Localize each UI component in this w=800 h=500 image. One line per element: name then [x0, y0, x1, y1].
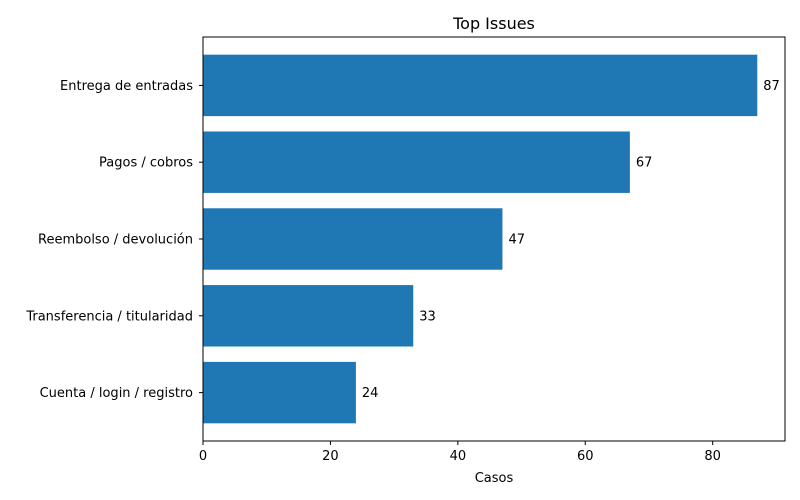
x-tick-label: 20 [322, 449, 339, 464]
y-axis: Entrega de entradas Pagos / cobros Reembol… [25, 79, 203, 401]
bar [203, 131, 630, 193]
chart-title: Top Issues [452, 14, 535, 33]
value-labels-group: 87 67 47 33 24 [362, 79, 780, 401]
y-tick-label: Cuenta / login / registro [40, 386, 193, 401]
bar [203, 361, 356, 424]
x-axis: 0 20 40 60 80 [199, 441, 721, 464]
x-axis-label: Casos [475, 471, 514, 486]
bars-group [203, 54, 758, 424]
bar-value-label: 47 [508, 233, 525, 248]
bar-value-label: 24 [362, 386, 379, 401]
bar-value-label: 87 [763, 79, 780, 94]
y-tick-label: Transferencia / titularidad [25, 309, 193, 324]
bar [203, 208, 503, 270]
bar-value-label: 33 [419, 309, 436, 324]
bar-value-label: 67 [636, 156, 653, 171]
plot-frame [202, 36, 786, 442]
bar [203, 285, 414, 347]
bar [203, 54, 758, 117]
x-tick-label: 0 [199, 449, 207, 464]
y-tick-label: Reembolso / devolución [38, 233, 193, 248]
x-tick-label: 80 [704, 449, 721, 464]
y-tick-label: Pagos / cobros [99, 156, 193, 171]
x-tick-label: 60 [577, 449, 594, 464]
y-tick-label: Entrega de entradas [60, 79, 193, 94]
x-tick-label: 40 [450, 449, 467, 464]
